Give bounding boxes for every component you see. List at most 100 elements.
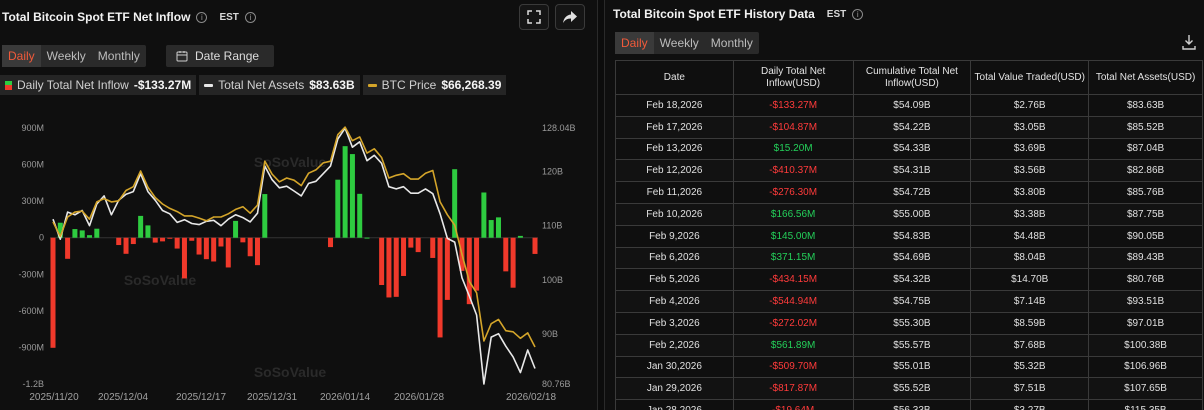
table-cell: Feb 4,2026 xyxy=(615,290,734,313)
inflow-bar xyxy=(203,237,209,260)
table-row[interactable]: Jan 28,2026-$19.64M$56.33B$3.27B$115.35B xyxy=(615,399,1203,410)
chart-tab-monthly[interactable]: Monthly xyxy=(97,49,140,63)
inflow-bar xyxy=(335,179,341,238)
inflow-bar xyxy=(116,237,122,246)
table-cell: Feb 2,2026 xyxy=(615,333,734,357)
table-row[interactable]: Feb 5,2026 -$434.15M $54.32B $14.70B $80.76B xyxy=(615,268,1203,292)
table-cell: $82.86B xyxy=(1088,159,1203,183)
share-icon xyxy=(563,11,577,23)
total-net-assets-line xyxy=(52,127,536,385)
timezone-info-icon[interactable]: i xyxy=(244,11,256,23)
assets-swatch xyxy=(204,83,214,87)
inflow-bar xyxy=(65,237,71,259)
info-icon[interactable]: i xyxy=(196,11,208,23)
date-range-label: Date Range xyxy=(195,49,260,63)
table-cell: $3.38B xyxy=(970,202,1090,226)
table-cell: Feb 13,2026 xyxy=(615,137,734,161)
table-cell: -$817.87M xyxy=(732,377,854,401)
column-header[interactable]: Total Value Traded(USD) xyxy=(970,60,1090,95)
history-title: Total Bitcoin Spot ETF History Data xyxy=(613,7,815,21)
column-header[interactable]: Date xyxy=(615,60,734,95)
table-row[interactable]: Feb 18,2026 -$133.27M $54.09B $2.76B $83.63B xyxy=(615,94,1203,117)
inflow-bar xyxy=(488,220,494,238)
chart-header: Total Bitcoin Spot ETF Net Inflow i EST … xyxy=(2,10,256,24)
inflow-bar xyxy=(415,237,421,253)
table-row[interactable]: Jan 29,2026 -$817.87M $55.52B $7.51B $107.65… xyxy=(615,377,1203,401)
legend-total-net-assets[interactable]: Total Net Assets $83.63B xyxy=(199,75,360,95)
table-cell: $89.43B xyxy=(1088,246,1203,270)
history-data-panel: Total Bitcoin Spot ETF History Data EST … xyxy=(604,0,1204,410)
inflow-bar xyxy=(72,229,78,238)
table-cell: $56.33B xyxy=(852,399,972,410)
date-range-button[interactable]: Date Range xyxy=(166,45,274,67)
table-cell: $54.83B xyxy=(852,224,972,248)
table-cell: $55.00B xyxy=(852,202,972,226)
inflow-bar xyxy=(181,237,187,279)
table-row[interactable]: Feb 6,2026 $371.15M $54.69B $8.04B $89.43B xyxy=(615,246,1203,270)
history-tab-weekly[interactable]: Weekly xyxy=(659,36,699,50)
table-row[interactable]: Feb 10,2026 $166.56M $55.00B $3.38B $87.75B xyxy=(615,202,1203,226)
table-cell: $371.15M xyxy=(732,246,854,270)
table-cell: -$544.94M xyxy=(732,290,854,313)
table-row[interactable]: Feb 9,2026 $145.00M $54.83B $4.48B $90.05B xyxy=(615,224,1203,248)
table-cell: $87.04B xyxy=(1088,137,1203,161)
table-cell: $115.35B xyxy=(1088,399,1203,410)
table-cell: $55.52B xyxy=(852,377,972,401)
table-cell: $100.38B xyxy=(1088,333,1203,357)
legend-btc-price[interactable]: BTC Price $66,268.39 xyxy=(362,75,507,95)
table-cell: $54.69B xyxy=(852,246,972,270)
table-cell: Feb 10,2026 xyxy=(615,202,734,226)
x-tick-label: 2026/01/14 xyxy=(320,392,370,403)
table-cell: $55.01B xyxy=(852,355,972,379)
period-tabs: Daily Weekly Monthly xyxy=(2,45,146,67)
table-row[interactable]: Feb 4,2026 -$544.94M $54.75B $7.14B $93.51B xyxy=(615,290,1203,313)
table-cell: Feb 18,2026 xyxy=(615,94,734,117)
table-cell: $97.01B xyxy=(1088,311,1203,335)
price-swatch xyxy=(367,83,377,87)
timezone-info-icon[interactable]: i xyxy=(852,8,864,20)
table-cell: $54.33B xyxy=(852,137,972,161)
history-tab-daily[interactable]: Daily xyxy=(615,32,654,54)
inflow-bar xyxy=(393,237,399,297)
table-cell: $106.96B xyxy=(1088,355,1203,379)
table-row[interactable]: Feb 13,2026 $15.20M $54.33B $3.69B $87.04B xyxy=(615,137,1203,161)
table-row[interactable]: Feb 3,2026 -$272.02M $55.30B $8.59B $97.01B xyxy=(615,311,1203,335)
table-cell: Feb 12,2026 xyxy=(615,159,734,183)
inflow-bar xyxy=(94,228,100,238)
table-cell: -$276.30M xyxy=(732,181,854,204)
inflow-bar xyxy=(262,194,268,238)
column-header[interactable]: Total Net Assets(USD) xyxy=(1088,60,1203,95)
legend-value: $83.63B xyxy=(309,78,355,92)
table-cell: $85.52B xyxy=(1088,115,1203,139)
net-inflow-chart[interactable]: 900M 600M 300M 0 -300M -600M -900M -1.2B 128.04B… xyxy=(0,110,598,410)
chart-tab-daily[interactable]: Daily xyxy=(2,45,41,67)
table-cell: -$509.70M xyxy=(732,355,854,379)
y-right-tick-label: 80.76B xyxy=(542,379,571,389)
table-cell: $3.69B xyxy=(970,137,1090,161)
table-row[interactable]: Feb 11,2026 -$276.30M $54.72B $3.80B $85.76B xyxy=(615,181,1203,204)
table-cell: $54.32B xyxy=(852,268,972,292)
timezone-label: EST xyxy=(826,8,847,20)
history-tab-monthly[interactable]: Monthly xyxy=(710,36,753,50)
column-header[interactable]: Daily Total Net Inflow(USD) xyxy=(732,60,854,95)
inflow-bar xyxy=(196,237,202,255)
y-left-tick-label: -600M xyxy=(18,306,44,316)
table-cell: $166.56M xyxy=(732,202,854,226)
table-cell: $3.80B xyxy=(970,181,1090,204)
download-icon[interactable] xyxy=(1182,34,1196,50)
inflow-bar xyxy=(240,237,246,243)
legend-net-inflow[interactable]: Daily Total Net Inflow -$133.27M xyxy=(0,75,197,95)
table-cell: -$133.27M xyxy=(732,94,854,117)
share-button[interactable] xyxy=(555,4,585,30)
column-header[interactable]: Cumulative Total Net Inflow(USD) xyxy=(852,60,972,95)
y-right-tick-label: 90B xyxy=(542,329,558,339)
table-cell: -$434.15M xyxy=(732,268,854,292)
table-cell: $54.31B xyxy=(852,159,972,183)
table-row[interactable]: Feb 12,2026 -$410.37M $54.31B $3.56B $82.86B xyxy=(615,159,1203,183)
fullscreen-button[interactable] xyxy=(519,4,549,30)
table-row[interactable]: Feb 17,2026 -$104.87M $54.22B $3.05B $85.52B xyxy=(615,115,1203,139)
table-row[interactable]: Jan 30,2026 -$509.70M $55.01B $5.32B $106.96… xyxy=(615,355,1203,379)
table-row[interactable]: Feb 2,2026 $561.89M $55.57B $7.68B $100.38B xyxy=(615,333,1203,357)
chart-tab-weekly[interactable]: Weekly xyxy=(46,49,86,63)
inflow-bar xyxy=(342,146,348,238)
